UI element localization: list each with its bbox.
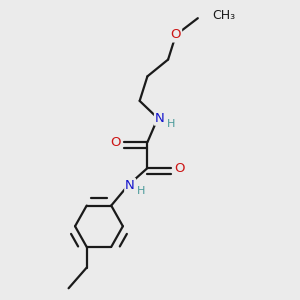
Text: H: H xyxy=(137,186,145,196)
Text: CH₃: CH₃ xyxy=(212,9,235,22)
Text: N: N xyxy=(125,179,135,192)
Text: O: O xyxy=(171,28,181,41)
Text: H: H xyxy=(167,119,175,129)
Text: O: O xyxy=(175,162,185,175)
Text: O: O xyxy=(110,136,120,149)
Text: N: N xyxy=(155,112,165,125)
